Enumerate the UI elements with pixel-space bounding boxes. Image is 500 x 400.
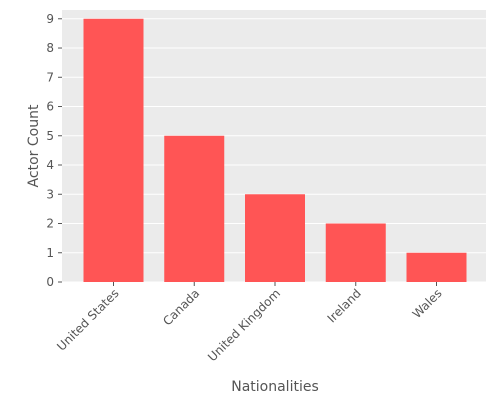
bar bbox=[325, 223, 386, 282]
y-tick-label: 9 bbox=[46, 12, 54, 26]
x-tick-label: United Kingdom bbox=[205, 286, 283, 364]
bar bbox=[245, 194, 305, 282]
bars bbox=[83, 18, 467, 282]
y-tick-label: 6 bbox=[46, 100, 54, 114]
bar bbox=[406, 252, 467, 282]
x-tick-labels: United States Canada United Kingdom Ireland… bbox=[54, 282, 445, 364]
x-tick-label: Ireland bbox=[325, 286, 364, 325]
x-axis-title: Nationalities bbox=[231, 379, 319, 395]
bar bbox=[83, 18, 144, 282]
y-tick-label: 1 bbox=[46, 246, 54, 260]
y-axis-title: Actor Count bbox=[26, 104, 42, 187]
y-tick-label: 8 bbox=[46, 41, 54, 55]
x-tick-label: Canada bbox=[160, 286, 202, 328]
y-tick-label: 3 bbox=[46, 187, 54, 201]
x-tick-label: United States bbox=[54, 286, 121, 353]
x-tick-label: Wales bbox=[410, 286, 445, 321]
y-tick-label: 5 bbox=[46, 129, 54, 143]
y-tick-label: 2 bbox=[46, 217, 54, 231]
y-tick-label: 7 bbox=[46, 70, 54, 84]
bar bbox=[164, 135, 225, 282]
y-tick-label: 4 bbox=[46, 158, 54, 172]
y-tick-labels: 0 1 2 3 4 5 6 7 8 9 bbox=[46, 12, 62, 289]
y-tick-label: 0 bbox=[46, 275, 54, 289]
